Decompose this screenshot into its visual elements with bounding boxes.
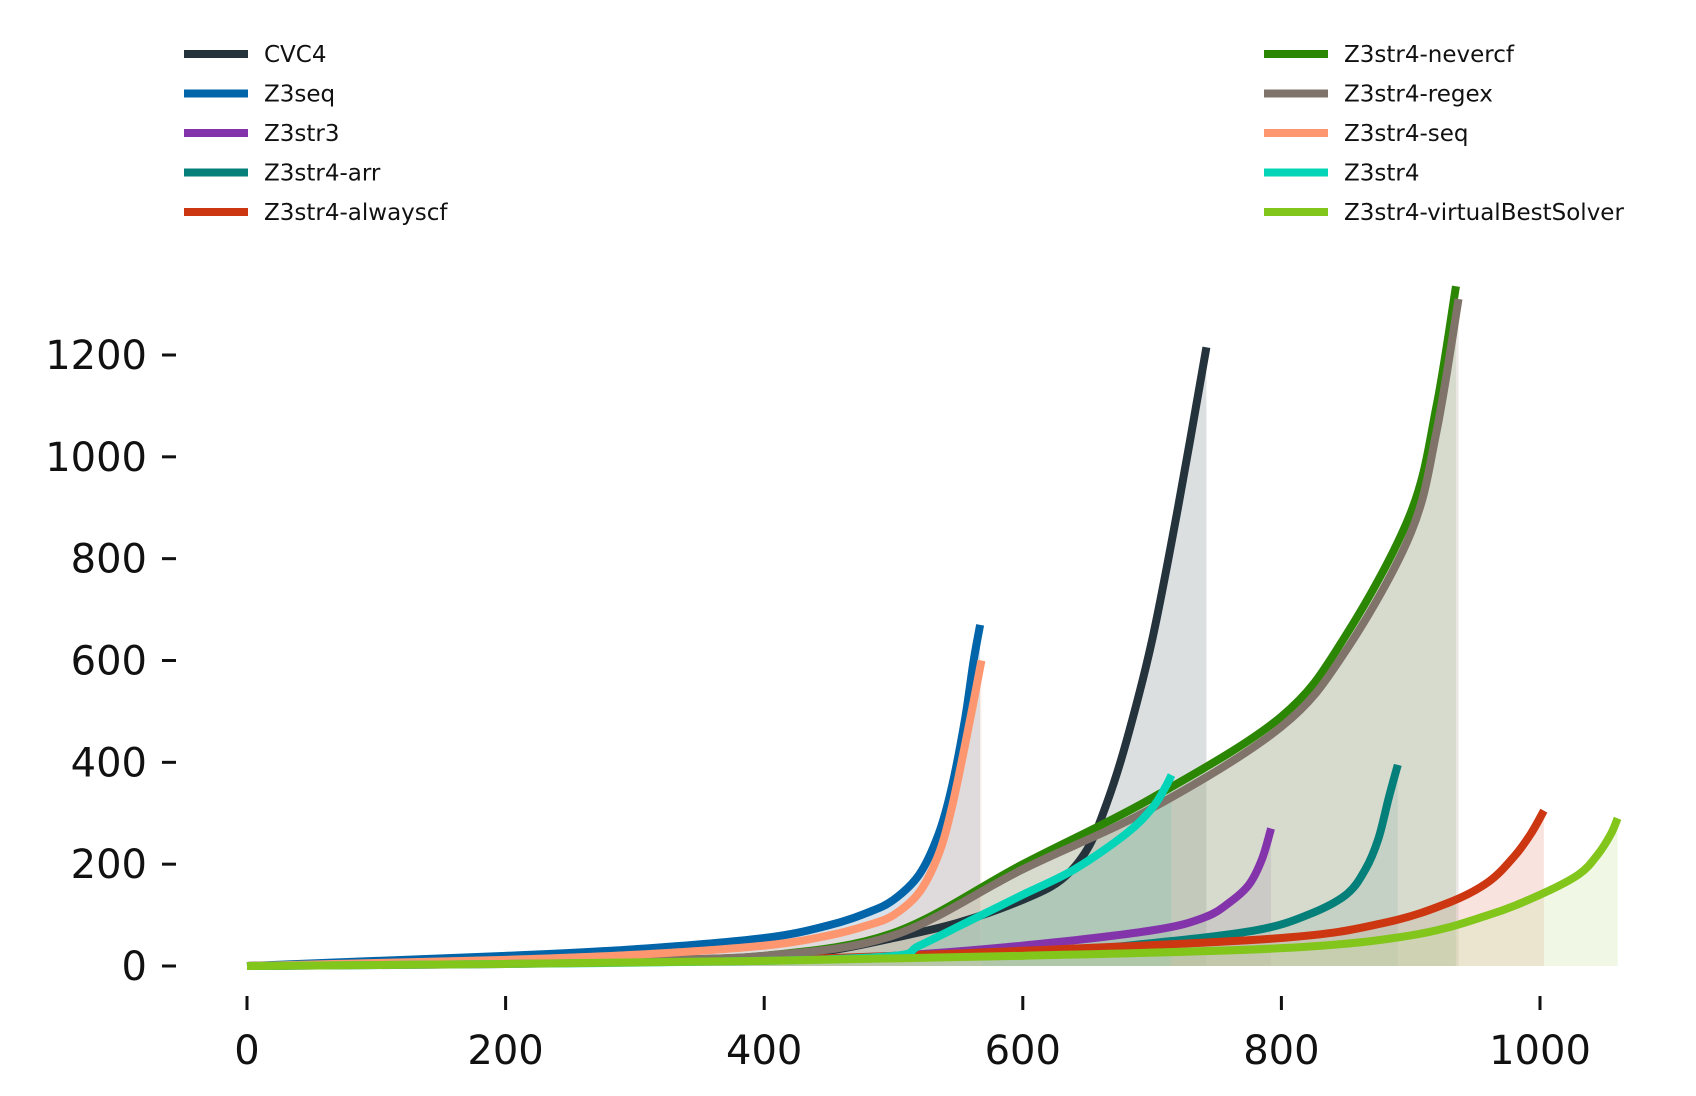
y-tick-label: 0: [122, 944, 147, 990]
legend-label-z3str4-nevercf: Z3str4-nevercf: [1344, 42, 1515, 68]
series-line-z3seq: [246, 624, 985, 970]
x-tick-label: 200: [467, 1028, 543, 1074]
legend-label-z3str4-alwayscf: Z3str4-alwayscf: [264, 200, 448, 226]
y-axis: 0 200 400 600 800 1000 1200: [45, 333, 176, 990]
y-tick-label: 600: [71, 639, 147, 685]
x-axis: 0 200 400 600 800 1000: [234, 996, 1591, 1074]
series-lines: [246, 285, 1622, 970]
x-tick-label: 1000: [1489, 1028, 1591, 1074]
legend-label-z3str4-regex: Z3str4-regex: [1344, 82, 1493, 108]
legend-label-z3str4-virtualbestsolver: Z3str4-virtualBestSolver: [1344, 200, 1624, 226]
y-tick-label: 1200: [45, 333, 147, 379]
series-line-z3str4-virtualbestsolver: [246, 816, 1622, 970]
legend-label-z3str4: Z3str4: [1344, 161, 1419, 187]
x-tick-label: 800: [1243, 1028, 1319, 1074]
x-tick-label: 600: [985, 1028, 1061, 1074]
y-tick-label: 200: [71, 842, 147, 888]
legend-label-z3str3: Z3str3: [264, 121, 339, 147]
legend-label-z3str4-arr: Z3str4-arr: [264, 161, 381, 187]
legend: CVC4 Z3seq Z3str3 Z3str4-arr Z3str4-alwayscf…: [184, 42, 1624, 226]
legend-label-z3str4-seq: Z3str4-seq: [1344, 121, 1469, 147]
x-tick-label: 400: [726, 1028, 802, 1074]
series-line-z3str4-seq: [246, 659, 986, 970]
area-fill-z3str4-virtualbestsolver: [247, 818, 1618, 966]
y-tick-label: 400: [71, 740, 147, 786]
area-fill-z3str4-alwayscf: [247, 810, 1544, 966]
legend-label-cvc4: CVC4: [264, 42, 327, 68]
y-tick-label: 1000: [45, 435, 147, 481]
y-tick-label: 800: [71, 537, 147, 583]
area-fill-z3str4-regex: [247, 298, 1459, 966]
area-fill-cvc4: [247, 347, 1207, 966]
legend-label-z3seq: Z3seq: [264, 82, 335, 108]
x-tick-label: 0: [234, 1028, 259, 1074]
